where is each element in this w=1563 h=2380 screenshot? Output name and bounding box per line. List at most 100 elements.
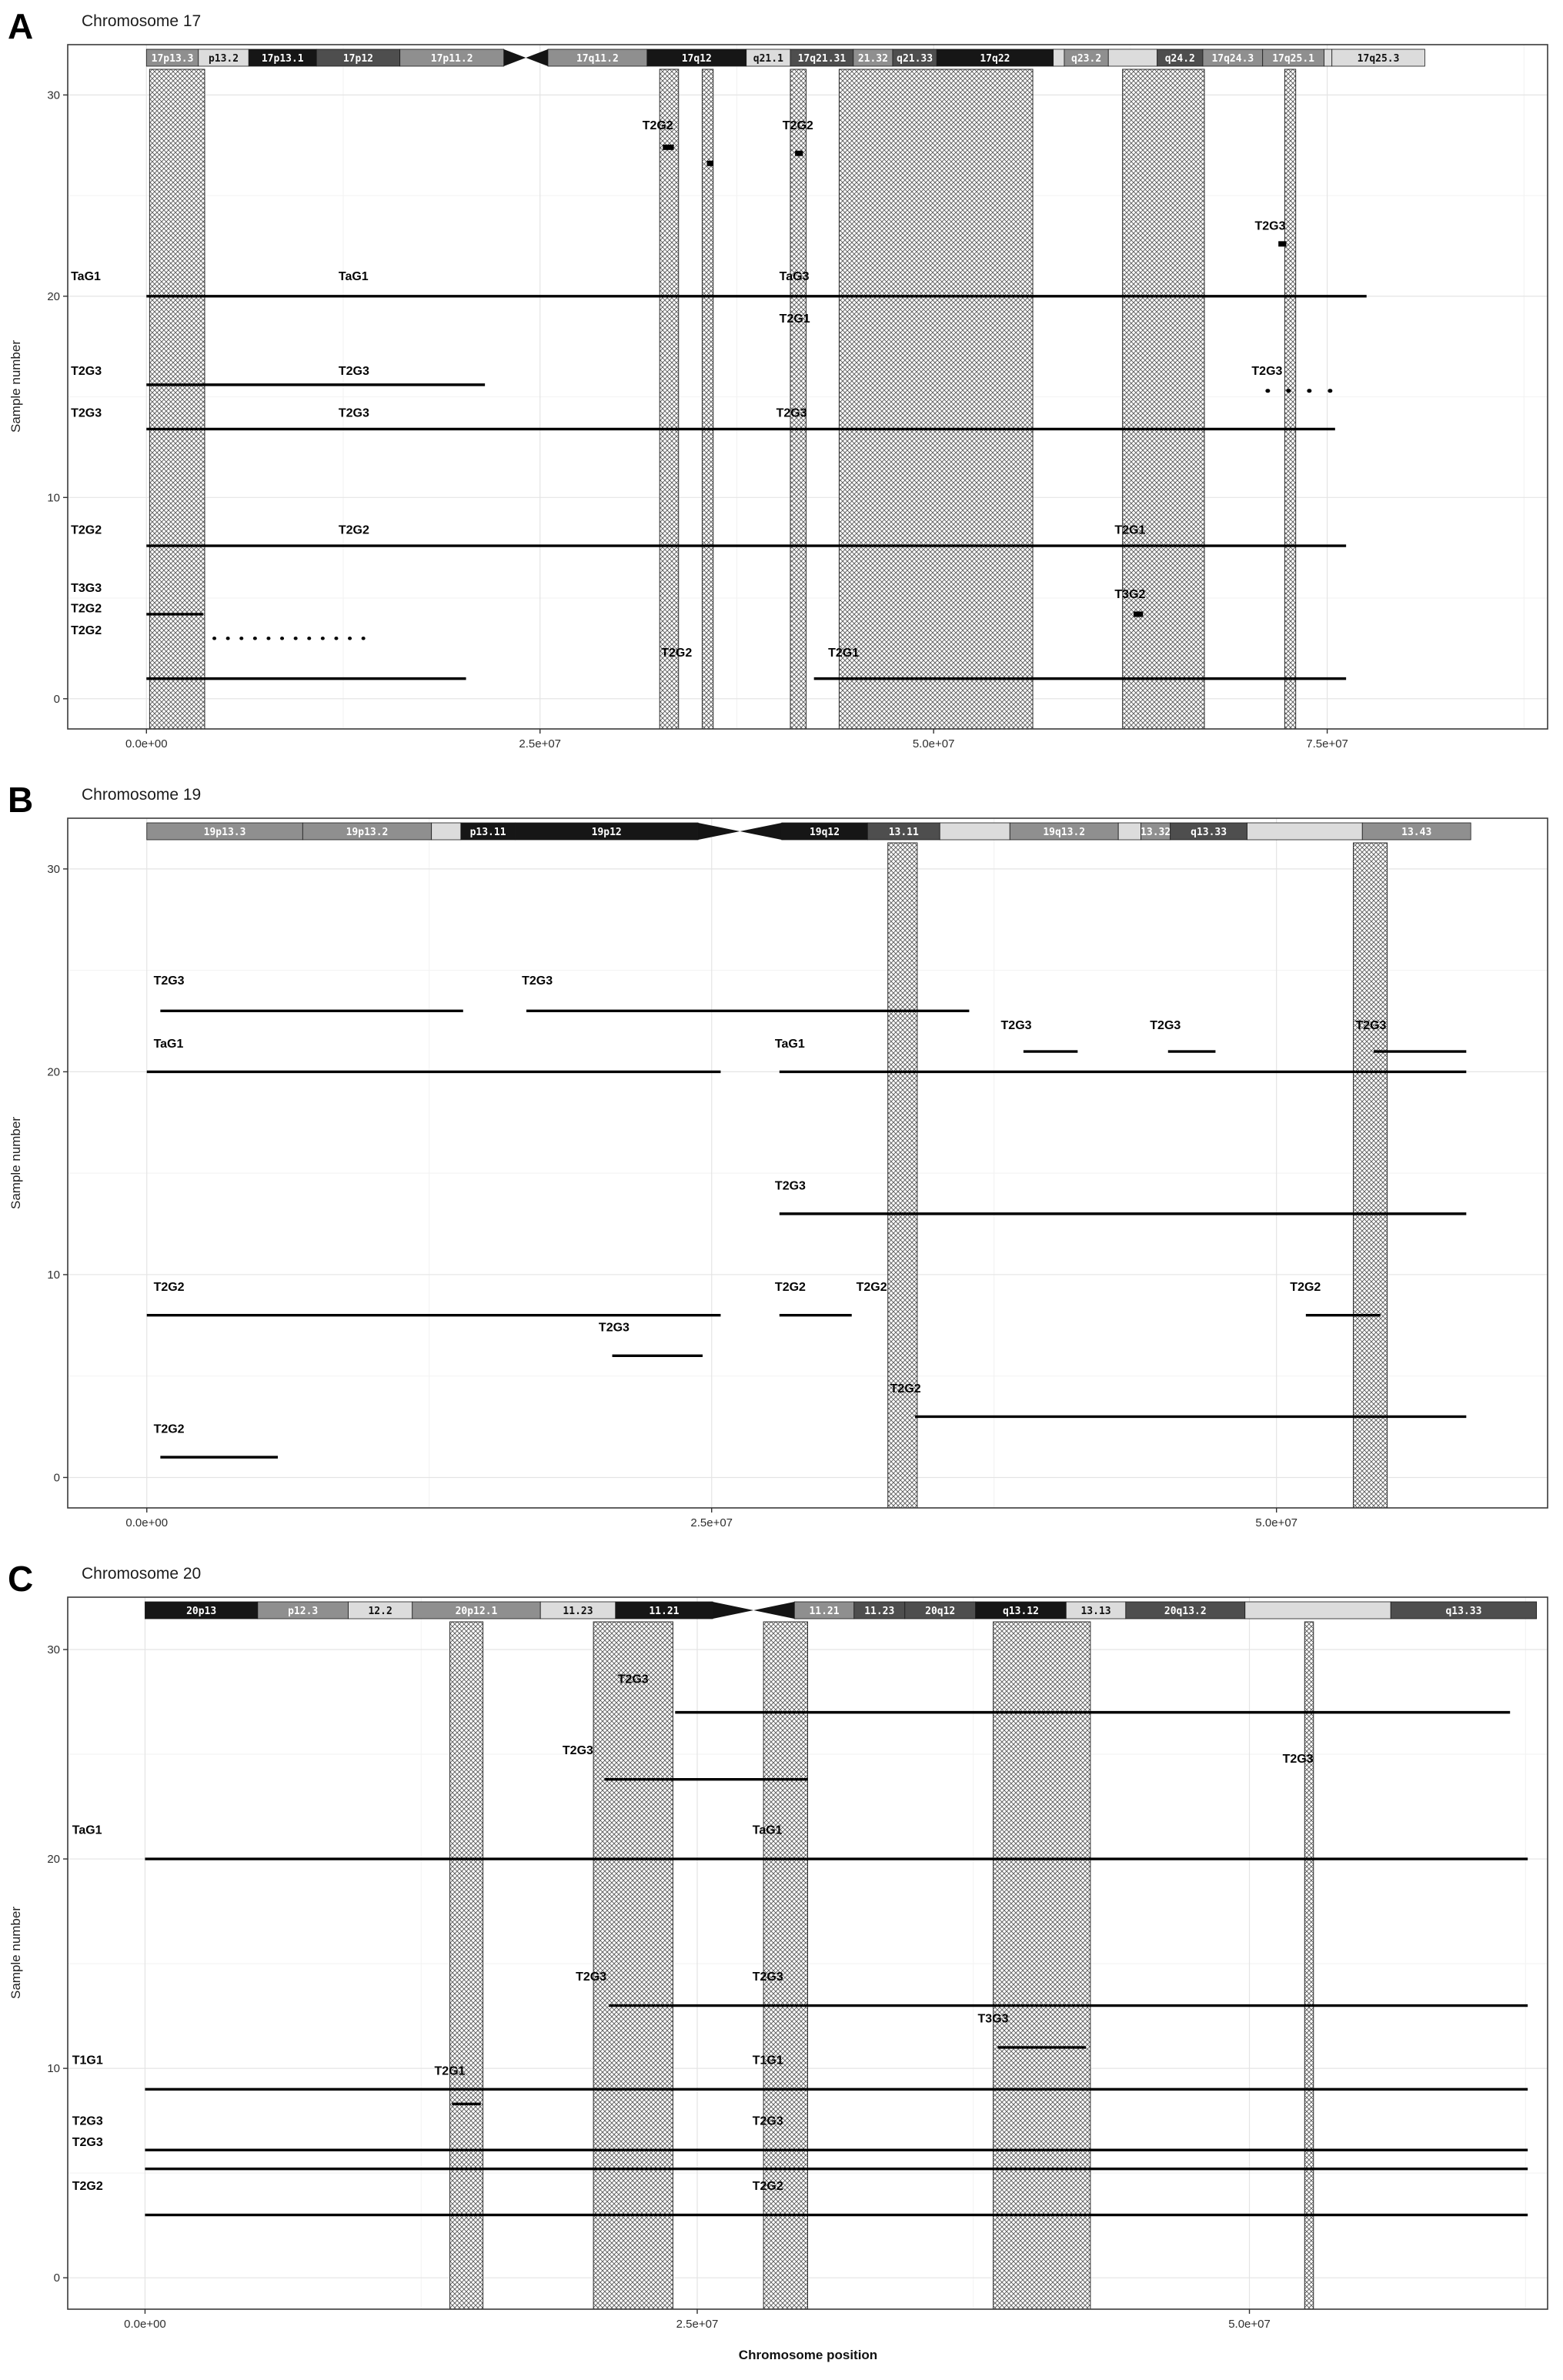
ideogram-band-label: 11.23 — [563, 1606, 593, 1617]
ideogram-band-label: 13.13 — [1080, 1606, 1110, 1617]
segment-label: T2G3 — [71, 365, 102, 378]
segment-label: T1G1 — [753, 2054, 783, 2067]
segment-label: TaG1 — [339, 270, 369, 283]
segment-label: TaG1 — [775, 1038, 805, 1051]
ideogram-band — [1244, 1601, 1391, 1620]
plot-area-A: 17p13.3 p13.2 17p13.1 17p12 17p11.2 17q11.2 17… — [47, 44, 1548, 750]
segment-label: T2G1 — [780, 313, 810, 326]
segment-label: T2G3 — [618, 1673, 649, 1686]
y-axis-title-A: Sample number — [8, 340, 23, 433]
panel-letter-B: B — [8, 780, 33, 820]
panel-letter-C: C — [8, 1559, 33, 1599]
segment-label: T2G2 — [783, 119, 813, 132]
segment-label: TaG3 — [780, 270, 810, 283]
ideogram-band-label: 17q11.2 — [576, 53, 619, 65]
ideogram-band-label: 11.21 — [649, 1606, 679, 1617]
y-tick-label: 30 — [47, 89, 60, 102]
segment-label: T2G2 — [753, 2180, 783, 2193]
centromere — [698, 823, 740, 840]
centromere — [713, 1602, 754, 1619]
ideogram-band — [1247, 822, 1363, 841]
segment-label: T2G1 — [434, 2064, 465, 2077]
segment-label: T2G2 — [1290, 1281, 1321, 1294]
x-tick-label: 5.0e+07 — [1255, 1516, 1297, 1529]
centromere — [526, 49, 548, 66]
ideogram-band-label: 17q21.31 — [798, 53, 847, 65]
ideogram-band — [431, 822, 462, 841]
hatched-region — [593, 1621, 673, 2310]
centromere — [740, 823, 782, 840]
segment-label: T2G3 — [753, 1971, 783, 1984]
segment-label: T2G1 — [828, 647, 859, 660]
segment-label: T2G1 — [1114, 523, 1145, 537]
segment-label: T2G3 — [72, 2115, 103, 2128]
segment-label: T3G3 — [71, 582, 102, 595]
ideogram-band-label: q13.33 — [1191, 827, 1227, 838]
hatched-region — [1284, 69, 1297, 730]
segment-label: T2G2 — [71, 602, 102, 615]
y-axis-title-B: Sample number — [8, 1117, 23, 1209]
y-tick-label: 20 — [47, 290, 60, 303]
x-tick-label: 5.0e+07 — [1228, 2318, 1271, 2331]
y-tick-label: 0 — [54, 1471, 60, 1484]
ideogram-band — [1107, 48, 1158, 67]
ideogram-band-label: 19q12 — [810, 827, 840, 838]
panel-C-chart: C Chromosome 20 Sample number Chromosome… — [0, 1553, 1563, 2380]
segment-label: T2G3 — [1283, 1753, 1314, 1766]
ideogram-band-label: 20p13 — [186, 1606, 216, 1617]
segment-label: T2G3 — [775, 1179, 806, 1192]
segment-label: T2G2 — [890, 1382, 921, 1396]
ideogram-band — [1117, 822, 1141, 841]
segment-label: T3G3 — [978, 2012, 1009, 2025]
plot-background — [68, 45, 1548, 729]
ideogram-band-label: 17q22 — [980, 53, 1010, 65]
ideogram-band-label: 17p11.2 — [431, 53, 473, 65]
x-tick-label: 2.5e+07 — [690, 1516, 733, 1529]
plot-area-C: 20p13 p12.3 12.2 20p12.1 11.23 11.21 11.21 11.2… — [47, 1596, 1548, 2331]
plot-background — [68, 818, 1548, 1508]
x-tick-label: 7.5e+07 — [1306, 737, 1348, 750]
ideogram-band-label: q23.2 — [1071, 53, 1101, 65]
ideogram-band-label: 11.21 — [809, 1606, 839, 1617]
segment-label: T2G3 — [339, 407, 369, 420]
ideogram-band-label: p12.3 — [288, 1606, 318, 1617]
segment-label: T2G2 — [857, 1281, 887, 1294]
hatched-region — [1304, 1621, 1314, 2310]
panel-A-chart: A Chromosome 17 Sample number 17p13.3 p13… — [0, 0, 1563, 774]
segment-label: TaG1 — [753, 1823, 783, 1837]
ideogram-band-label: p13.2 — [209, 53, 239, 65]
segment-label: T1G1 — [72, 2054, 103, 2067]
segment-label: T2G3 — [563, 1744, 593, 1757]
segment-label: T2G3 — [71, 407, 102, 420]
segment-label: T3G2 — [1114, 588, 1145, 601]
panel-title-C: Chromosome 20 — [82, 1565, 201, 1583]
ideogram-band — [1390, 1601, 1538, 1620]
panel-title-A: Chromosome 17 — [82, 12, 201, 30]
plot-border — [67, 1596, 1548, 2310]
ideogram-band-label: q13.12 — [1003, 1606, 1039, 1617]
segment-label: T2G2 — [775, 1281, 806, 1294]
segment-label: T2G2 — [643, 119, 673, 132]
y-tick-label: 20 — [47, 1853, 60, 1866]
ideogram-band-label: q13.33 — [1445, 1606, 1481, 1617]
ideogram-band-label: 19p12 — [592, 827, 622, 838]
hatched-region — [887, 842, 918, 1509]
segment-label: T2G3 — [339, 365, 369, 378]
x-tick-label: 5.0e+07 — [913, 737, 955, 750]
ideogram-band-label: 17q12 — [682, 53, 712, 65]
segment-label: T2G2 — [339, 523, 369, 537]
y-tick-label: 30 — [47, 863, 60, 876]
y-tick-label: 0 — [54, 2271, 60, 2285]
x-tick-label: 2.5e+07 — [676, 2318, 719, 2331]
segment-label: T2G3 — [522, 974, 553, 988]
segment-label: T2G2 — [661, 647, 692, 660]
hatched-region — [838, 69, 1034, 730]
hatched-region — [790, 69, 807, 730]
y-tick-label: 10 — [47, 491, 60, 504]
hatched-region — [149, 69, 205, 730]
x-tick-label: 0.0e+00 — [124, 2318, 166, 2331]
panel-C: C Chromosome 20 Sample number Chromosome… — [0, 1553, 1563, 2380]
segment-label: T2G2 — [72, 2180, 103, 2193]
hatched-region — [1122, 69, 1205, 730]
y-tick-label: 30 — [47, 1643, 60, 1656]
